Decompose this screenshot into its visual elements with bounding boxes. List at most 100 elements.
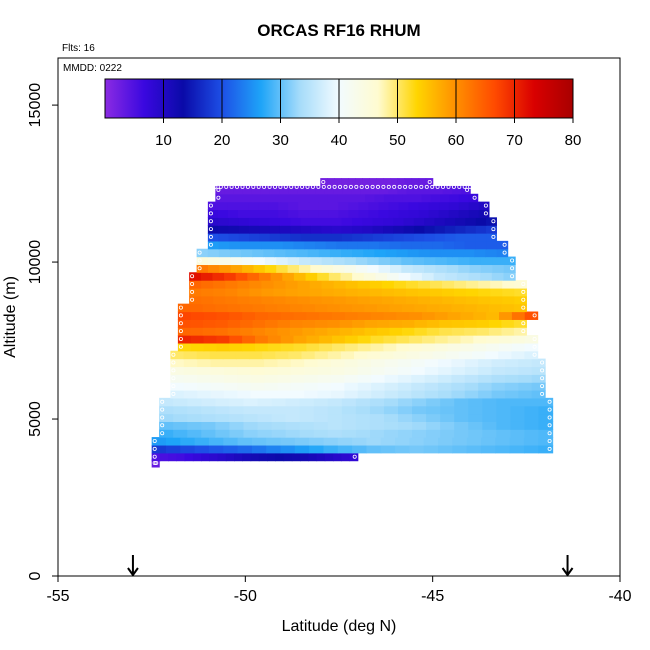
heatmap-cell xyxy=(183,382,198,391)
heatmap-cell xyxy=(275,350,290,360)
heatmap-cell xyxy=(496,248,509,258)
heatmap-cell xyxy=(355,421,371,430)
heatmap-cell xyxy=(475,217,487,226)
heatmap-cell xyxy=(328,272,342,281)
heatmap-cell xyxy=(405,287,419,297)
heatmap-cell xyxy=(511,350,526,360)
heatmap-cell xyxy=(222,350,237,360)
heatmap-cell xyxy=(269,225,281,234)
heatmap-cell xyxy=(243,413,259,422)
heatmap-cell xyxy=(234,452,243,462)
heatmap-cell xyxy=(321,256,334,266)
obs-point xyxy=(289,184,294,189)
heatmap-cell xyxy=(448,201,460,211)
heatmap-cell xyxy=(290,366,305,375)
heatmap-cell xyxy=(340,272,353,281)
heatmap-cell xyxy=(279,217,291,226)
heatmap-cell xyxy=(438,374,452,383)
heatmap-cell xyxy=(277,303,291,313)
obs-point xyxy=(224,184,229,189)
heatmap-cell xyxy=(170,389,185,399)
heatmap-cell xyxy=(215,405,231,415)
heatmap-cell xyxy=(421,272,435,281)
heatmap-cell xyxy=(458,209,470,218)
heatmap-cell xyxy=(216,335,230,344)
heatmap-cell xyxy=(201,295,214,305)
heatmap-cell xyxy=(426,319,440,328)
heatmap-cell xyxy=(201,287,214,297)
heatmap-cell xyxy=(328,201,339,211)
arrow-markers xyxy=(127,555,574,577)
heatmap-cell xyxy=(327,397,343,407)
heatmap-cell xyxy=(468,421,483,430)
heatmap-cell xyxy=(409,342,423,352)
heatmap-cell xyxy=(263,248,275,258)
obs-point xyxy=(152,438,157,443)
obs-point xyxy=(532,336,537,341)
heatmap-cell xyxy=(274,248,287,258)
heatmap-cell xyxy=(410,272,423,281)
heatmap-cell xyxy=(496,429,512,438)
heatmap-cell xyxy=(242,311,256,320)
heatmap-cell xyxy=(478,287,491,297)
heatmap-cell xyxy=(491,389,506,399)
heatmap-cell xyxy=(381,287,395,297)
obs-point xyxy=(160,423,165,428)
heatmap-cell xyxy=(368,240,380,250)
heatmap-cell xyxy=(207,209,219,218)
heatmap-cell xyxy=(411,382,426,391)
heatmap-cell xyxy=(473,335,487,344)
heatmap-cell xyxy=(376,178,385,187)
heatmap-cell xyxy=(327,350,342,360)
heatmap-cell xyxy=(333,185,344,195)
heatmap-cell xyxy=(278,201,289,211)
heatmap-cell xyxy=(412,256,425,266)
obs-point xyxy=(310,184,315,189)
heatmap-cell xyxy=(258,452,268,462)
heatmap-cell xyxy=(240,327,254,336)
heatmap-cell xyxy=(503,264,516,273)
heatmap-cell xyxy=(421,342,436,352)
heatmap-cell xyxy=(249,287,262,297)
heatmap-cell xyxy=(165,444,181,454)
heatmap-cell xyxy=(464,319,478,328)
heatmap-cell xyxy=(304,382,319,391)
heatmap-cell xyxy=(344,256,357,266)
heatmap-cell xyxy=(268,201,279,211)
heatmap-cell xyxy=(438,437,453,446)
heatmap-cell xyxy=(330,389,345,399)
heatmap-cell xyxy=(243,421,259,430)
obs-point xyxy=(483,211,488,216)
heatmap-cell xyxy=(352,217,364,226)
x-tick-label: -50 xyxy=(234,588,257,605)
heatmap-cell xyxy=(324,185,335,195)
heatmap-cell xyxy=(344,358,359,368)
heatmap-cell xyxy=(252,327,266,336)
heatmap-cell xyxy=(327,303,341,313)
heatmap-cell xyxy=(501,319,515,328)
heatmap-cell xyxy=(280,444,296,454)
heatmap-cell xyxy=(383,413,399,422)
heatmap-cell xyxy=(468,413,483,422)
heatmap-cell xyxy=(524,421,540,430)
heatmap-cell xyxy=(380,444,396,454)
heatmap-cell xyxy=(396,248,409,258)
obs-point xyxy=(440,184,445,189)
heatmap-cell xyxy=(243,193,254,203)
heatmap-cell xyxy=(218,233,230,242)
heatmap-cell xyxy=(468,429,483,438)
heatmap-cell xyxy=(369,295,383,305)
heatmap-cell xyxy=(341,217,353,226)
obs-point xyxy=(171,391,176,396)
heatmap-cell xyxy=(383,335,397,344)
heatmap-cell xyxy=(415,185,426,195)
heatmap-cell xyxy=(511,311,526,320)
heatmap-cell xyxy=(344,335,359,344)
heatmap-cell xyxy=(208,437,224,446)
heatmap-cell xyxy=(269,217,281,226)
obs-point xyxy=(305,184,310,189)
heatmap-cell xyxy=(362,178,371,187)
heatmap-cell xyxy=(177,319,191,328)
obs-point xyxy=(190,281,195,286)
heatmap-cell xyxy=(249,295,262,305)
